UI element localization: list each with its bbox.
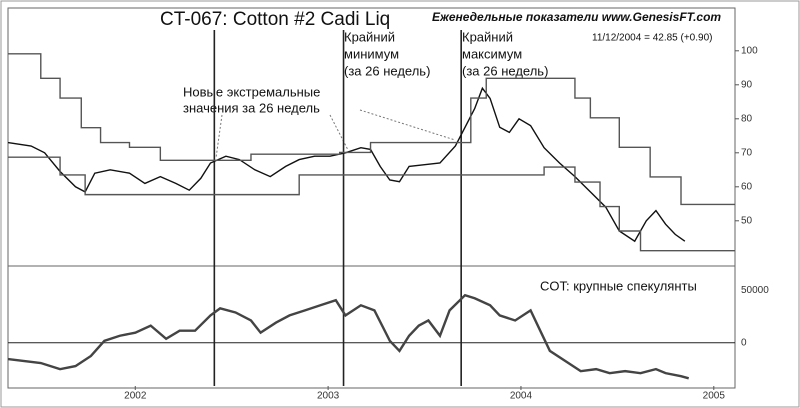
series-line xyxy=(8,53,735,206)
annotation: Крайний xyxy=(462,29,513,44)
x-tick-label: 2004 xyxy=(510,391,533,402)
annotation: (за 26 недель) xyxy=(344,63,430,78)
annotation: Новые экстремальные xyxy=(183,84,320,99)
y-tick-label: 50 xyxy=(741,215,753,226)
annotation: Крайний xyxy=(344,29,395,44)
y-tick-label: 60 xyxy=(741,181,753,192)
annotation: значения за 26 недель xyxy=(183,100,320,115)
y2-tick-label: 0 xyxy=(741,337,747,348)
annotation: минимум xyxy=(344,46,399,61)
annotation: (за 26 недель) xyxy=(462,63,548,78)
subtitle: Еженедельные показатели www.GenesisFT.co… xyxy=(432,10,721,24)
series-line xyxy=(7,293,690,380)
annotation: COT: крупные спекулянты xyxy=(540,278,697,293)
y-tick-label: 80 xyxy=(741,113,753,124)
plot-frame xyxy=(7,7,736,389)
leader-lines xyxy=(215,109,456,159)
x-tick-label: 2003 xyxy=(317,391,340,402)
annotation: максимум xyxy=(462,46,522,61)
y-tick-label: 70 xyxy=(741,147,753,158)
y2-tick-label: 50000 xyxy=(741,285,769,296)
series-line xyxy=(8,156,735,252)
x-tick-label: 2002 xyxy=(124,391,147,402)
x-tick-label: 2005 xyxy=(703,391,726,402)
y-tick-label: 90 xyxy=(741,79,753,90)
info: 11/12/2004 = 42.85 (+0.90) xyxy=(592,33,712,44)
y-tick-label: 100 xyxy=(741,45,758,56)
chart-title: CT-067: Cotton #2 Cadi Liq xyxy=(160,9,390,30)
